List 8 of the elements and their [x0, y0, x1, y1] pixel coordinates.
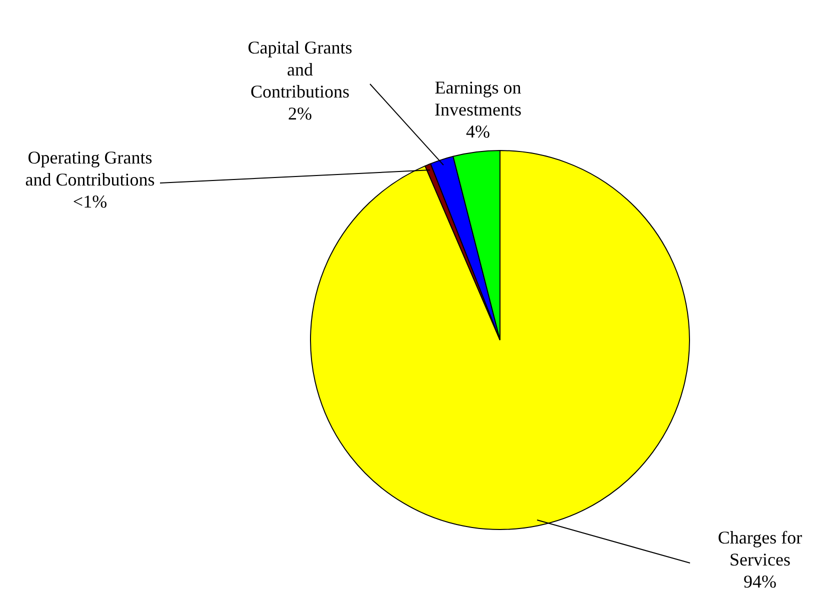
slice-label: Earnings on Investments	[434, 78, 522, 120]
data-label: <1%	[72, 192, 108, 212]
slice-label: Capital Grants and Contributions	[248, 38, 352, 102]
data-label: 2%	[288, 104, 312, 124]
slice-label: Charges for Services	[718, 528, 802, 570]
data-label: 94%	[744, 572, 776, 592]
slice-label: Operating Grants and Contributions	[25, 148, 155, 190]
data-label: 4%	[466, 122, 490, 142]
